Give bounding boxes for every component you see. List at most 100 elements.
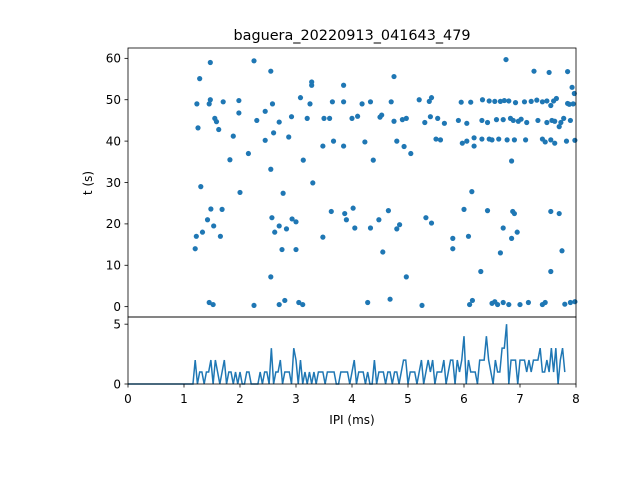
scatter-point bbox=[352, 225, 358, 231]
scatter-point bbox=[341, 82, 347, 88]
scatter-point bbox=[548, 208, 554, 215]
scatter-point bbox=[327, 115, 333, 121]
histogram-x-tick-label: 6 bbox=[460, 392, 468, 406]
scatter-point bbox=[450, 246, 456, 252]
scatter-point bbox=[194, 101, 200, 107]
scatter-point bbox=[359, 101, 365, 107]
scatter-point bbox=[486, 98, 492, 104]
scatter-point bbox=[542, 139, 548, 145]
scatter-point bbox=[544, 98, 550, 104]
scatter-y-tick-label: 40 bbox=[106, 134, 121, 148]
scatter-y-tick-label: 60 bbox=[106, 52, 121, 66]
scatter-point bbox=[426, 98, 432, 104]
scatter-point bbox=[455, 117, 461, 124]
histogram-series-line bbox=[128, 324, 566, 385]
scatter-point bbox=[276, 119, 282, 125]
scatter-point bbox=[428, 220, 435, 226]
scatter-point bbox=[230, 133, 236, 139]
scatter-point bbox=[380, 249, 386, 255]
scatter-point bbox=[300, 301, 306, 308]
scatter-point bbox=[509, 158, 515, 164]
scatter-point bbox=[501, 97, 507, 104]
scatter-point bbox=[441, 120, 447, 126]
scatter-point bbox=[464, 138, 470, 144]
scatter-point bbox=[280, 190, 286, 196]
scatter-point bbox=[408, 150, 414, 157]
scatter-point bbox=[497, 250, 503, 256]
scatter-point bbox=[251, 58, 257, 64]
scatter-point bbox=[204, 217, 211, 223]
scatter-point bbox=[497, 98, 503, 104]
scatter-point bbox=[217, 233, 223, 239]
scatter-point bbox=[276, 301, 282, 308]
scatter-point bbox=[206, 101, 212, 107]
scatter-point bbox=[376, 217, 382, 223]
scatter-point bbox=[293, 219, 299, 225]
scatter-point bbox=[484, 119, 491, 126]
scatter-point bbox=[511, 210, 517, 217]
scatter-point bbox=[208, 206, 214, 212]
scatter-point bbox=[394, 226, 400, 232]
scatter-point bbox=[236, 110, 242, 116]
scatter-point bbox=[464, 120, 470, 126]
scatter-y-tick-label: 20 bbox=[106, 217, 121, 231]
scatter-point bbox=[437, 137, 444, 143]
histogram-x-tick-label: 8 bbox=[572, 392, 580, 406]
histogram-x-axis-label: IPI (ms) bbox=[329, 413, 374, 427]
scatter-point bbox=[484, 208, 491, 214]
scatter-point bbox=[572, 299, 578, 305]
scatter-point bbox=[495, 301, 501, 308]
scatter-point bbox=[355, 113, 361, 119]
scatter-point bbox=[391, 118, 397, 124]
scatter-point bbox=[478, 268, 484, 275]
scatter-point bbox=[309, 79, 315, 85]
scatter-point bbox=[428, 95, 435, 101]
scatter-point bbox=[528, 98, 534, 104]
histogram-y-ticks: 05 bbox=[113, 317, 128, 391]
scatter-point bbox=[511, 137, 517, 143]
scatter-point bbox=[401, 143, 407, 150]
scatter-point bbox=[521, 99, 528, 105]
scatter-point bbox=[289, 216, 295, 222]
scatter-point bbox=[370, 157, 376, 163]
scatter-point bbox=[471, 143, 477, 149]
scatter-point bbox=[556, 124, 562, 130]
scatter-point bbox=[427, 114, 433, 120]
scatter-point bbox=[388, 99, 394, 105]
scatter-point bbox=[320, 234, 326, 240]
scatter-point bbox=[276, 223, 282, 229]
chart-title: baguera_20220913_041643_479 bbox=[233, 28, 470, 44]
scatter-point bbox=[199, 229, 206, 235]
scatter-point bbox=[419, 302, 425, 309]
scatter-point bbox=[297, 95, 304, 101]
scatter-point bbox=[342, 210, 348, 217]
scatter-point bbox=[552, 140, 558, 146]
histogram-y-tick-label: 5 bbox=[113, 317, 121, 331]
scatter-point bbox=[535, 117, 541, 124]
scatter-point bbox=[391, 73, 397, 80]
scatter-point bbox=[435, 115, 441, 121]
scatter-point bbox=[433, 136, 439, 142]
scatter-point bbox=[192, 246, 198, 252]
scatter-point bbox=[269, 215, 275, 221]
scatter-point bbox=[320, 143, 326, 149]
scatter-point bbox=[517, 301, 523, 308]
scatter-point bbox=[492, 98, 498, 104]
scatter-y-tick-label: 30 bbox=[106, 176, 121, 190]
scatter-point bbox=[544, 119, 550, 126]
scatter-point bbox=[367, 225, 374, 231]
scatter-point bbox=[503, 56, 509, 63]
scatter-point bbox=[329, 99, 335, 105]
scatter-point bbox=[304, 115, 310, 121]
scatter-point bbox=[459, 140, 465, 146]
scatter-point bbox=[379, 112, 385, 118]
scatter-point bbox=[506, 301, 512, 308]
scatter-points bbox=[192, 56, 578, 309]
scatter-point bbox=[220, 99, 226, 105]
scatter-point bbox=[500, 299, 506, 306]
scatter-point bbox=[262, 108, 268, 114]
scatter-point bbox=[286, 134, 292, 140]
